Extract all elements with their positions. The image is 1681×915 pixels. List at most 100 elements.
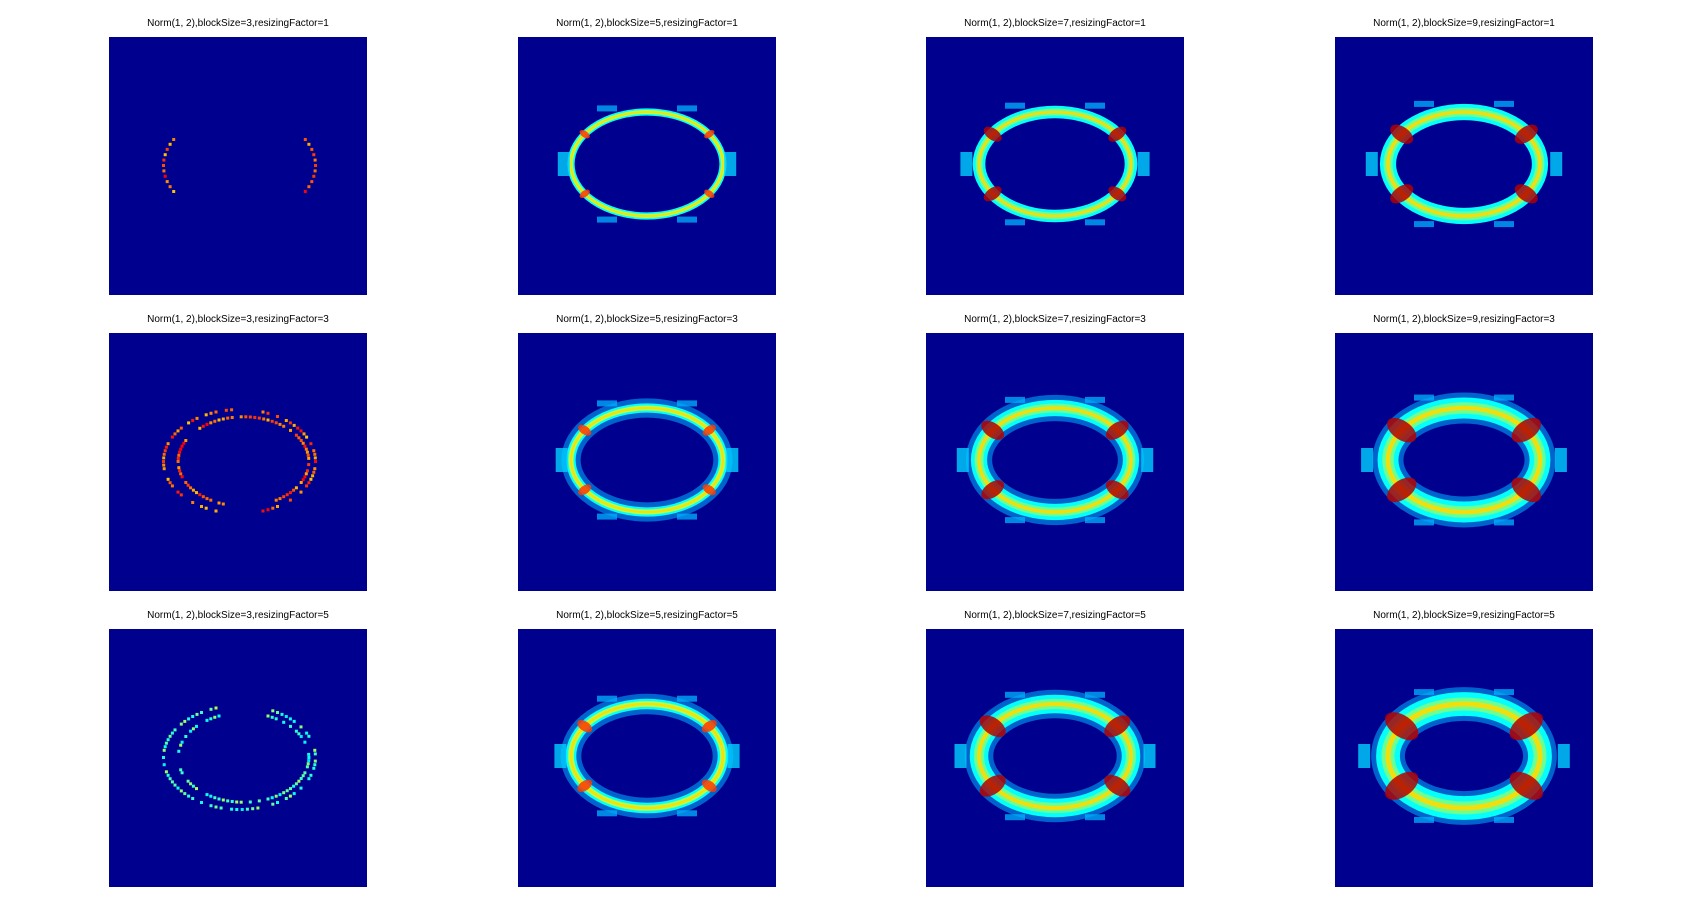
heatmap-cell [307,454,310,457]
heatmap-cell [192,727,195,730]
heatmap-cell [289,717,292,720]
heatmap-cell [179,744,182,747]
edge-artifact [1494,689,1514,695]
heatmap-cell [226,799,229,802]
heatmap-cell [163,749,166,752]
heatmap-cell [279,793,282,796]
heatmap-cell [289,421,292,424]
heatmap-cell [178,451,181,454]
heatmap-cell [312,449,315,452]
edge-artifact [1414,689,1434,695]
heatmap-cell [189,782,192,785]
heatmap-cell [282,721,285,724]
heatmap-cell [162,464,165,467]
panel-title: Norm(1, 2),blockSize=7,resizingFactor=5 [905,610,1205,621]
heatmap-cell [244,415,247,418]
heatmap-cell [262,418,265,421]
heatmap-cell [174,432,177,435]
heatmap-cell [303,445,306,448]
edge-artifact [597,105,617,111]
heatmap-cell [206,423,209,426]
heatmap-cell [179,448,182,451]
heatmap-cell [297,780,300,783]
heatmap-cell [295,730,298,733]
heatmap-cell [172,190,175,193]
heatmap-cell [240,801,243,804]
edge-artifact [677,696,697,702]
heatmap-cell [215,806,218,809]
edge-artifact [960,152,972,176]
heatmap-cell [162,169,165,172]
heatmap-cell [205,507,208,510]
heatmap-cell [275,717,278,720]
heatmap-cell [177,454,180,457]
heatmap-cell [305,472,308,475]
plot-background [518,37,776,295]
edge-artifact [597,696,617,702]
heatmap-cell [213,796,216,799]
heatmap-plot [109,629,367,887]
heatmap-cell [195,491,198,494]
heatmap-plot [518,37,776,295]
heatmap-cell [200,711,203,714]
heatmap-cell [302,478,305,481]
heatmap-cell [312,767,315,770]
heatmap-cell [165,446,168,449]
heatmap-cell [198,427,201,430]
heatmap-cell [218,798,221,801]
heatmap-cell [258,799,261,802]
heatmap-cell [177,466,180,469]
heatmap-cell [279,423,282,426]
heatmap-cell [178,469,181,472]
heatmap-cell [276,505,279,508]
heatmap-cell [304,138,307,141]
heatmap-cell [306,451,309,454]
heatmap-cell [307,762,310,765]
edge-artifact [1085,517,1105,523]
heatmap-cell [206,793,209,796]
heatmap-cell [210,412,213,415]
edge-artifact [677,105,697,111]
heatmap-cell [183,720,186,723]
heatmap-cell [286,493,289,496]
heatmap-cell [279,497,282,500]
edge-artifact [1005,397,1025,403]
heatmap-cell [182,442,185,445]
heatmap-cell [276,415,279,418]
heatmap-cell [166,148,169,151]
edge-artifact [1558,744,1570,768]
edge-artifact [1085,397,1105,403]
heatmap-cell [282,791,285,794]
heatmap-cell [281,713,284,716]
heatmap-cell [303,475,306,478]
heatmap-cell [177,491,180,494]
edge-artifact [1555,448,1567,472]
heatmap-cell [246,808,249,811]
heatmap-cell [309,774,312,777]
heatmap-cell [167,442,170,445]
heatmap-cell [225,409,228,412]
heatmap-plot [926,37,1184,295]
heatmap-cell [307,143,310,146]
heatmap-cell [310,180,313,183]
heatmap-cell [295,434,298,437]
heatmap-cell [162,456,165,459]
heatmap-cell [163,453,166,456]
plot-background [109,629,367,887]
heatmap-cell [240,415,243,418]
heatmap-plot [926,333,1184,591]
heatmap-cell [196,713,199,716]
edge-artifact [955,744,967,768]
heatmap-cell [285,715,288,718]
panel-title: Norm(1, 2),blockSize=9,resizingFactor=5 [1314,610,1614,621]
edge-artifact [1358,744,1370,768]
edge-artifact [677,400,697,406]
heatmap-cell [192,489,195,492]
heatmap-cell [312,153,315,156]
heatmap-cell [302,442,305,445]
panel-title: Norm(1, 2),blockSize=7,resizingFactor=1 [905,18,1205,29]
heatmap-cell [180,493,183,496]
heatmap-cell [196,417,199,420]
heatmap-cell [218,419,221,422]
heatmap-cell [302,774,305,777]
